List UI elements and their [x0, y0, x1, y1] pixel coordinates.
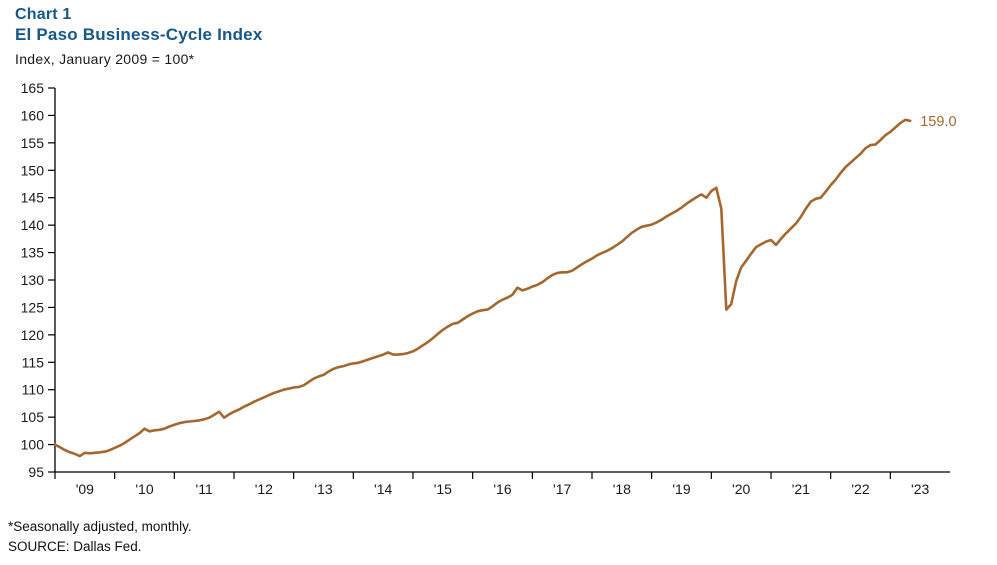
x-tick-label: '15 — [434, 481, 452, 497]
x-tick-label: '19 — [672, 481, 690, 497]
x-tick-label: '21 — [792, 481, 810, 497]
y-tick-label: 115 — [22, 354, 45, 370]
y-tick-label: 150 — [21, 162, 45, 178]
chart-subtitle: Index, January 2009 = 100* — [15, 51, 195, 67]
x-tick-label: '11 — [196, 481, 213, 497]
y-tick-label: 155 — [21, 135, 45, 151]
chart-title: El Paso Business-Cycle Index — [15, 25, 263, 44]
y-tick-label: 135 — [21, 245, 45, 261]
x-tick-label: '17 — [553, 481, 571, 497]
x-tick-label: '10 — [135, 481, 153, 497]
x-tick-label: '14 — [374, 481, 392, 497]
x-tick-label: '12 — [255, 481, 273, 497]
chart-footer: *Seasonally adjusted, monthly. SOURCE: D… — [8, 517, 192, 557]
x-tick-label: '18 — [613, 481, 631, 497]
y-tick-label: 125 — [21, 299, 45, 315]
chart-header: Chart 1 El Paso Business-Cycle Index Ind… — [15, 5, 262, 67]
y-tick-label: 95 — [28, 464, 44, 480]
x-tick-label: '16 — [493, 481, 511, 497]
y-tick-label: 160 — [21, 107, 45, 123]
y-tick-label: 110 — [22, 382, 45, 398]
y-tick-label: 105 — [21, 409, 45, 425]
y-tick-label: 100 — [21, 437, 45, 453]
y-tick-label: 130 — [21, 272, 45, 288]
y-tick-label: 165 — [21, 80, 45, 96]
footnote: *Seasonally adjusted, monthly. — [8, 519, 192, 534]
series-line-el-paso-bci — [53, 118, 912, 458]
y-tick-label: 145 — [21, 190, 45, 206]
chart-number: Chart 1 — [15, 6, 72, 23]
series-end-value-label: 159.0 — [920, 114, 956, 130]
x-tick-label: '09 — [76, 481, 94, 497]
source-note: SOURCE: Dallas Fed. — [8, 539, 142, 554]
x-tick-label: '22 — [851, 481, 869, 497]
x-tick-label: '13 — [314, 481, 332, 497]
y-tick-label: 120 — [21, 327, 45, 343]
x-tick-label: '20 — [732, 481, 750, 497]
y-tick-label: 140 — [21, 217, 45, 233]
x-tick-label: '23 — [911, 481, 929, 497]
